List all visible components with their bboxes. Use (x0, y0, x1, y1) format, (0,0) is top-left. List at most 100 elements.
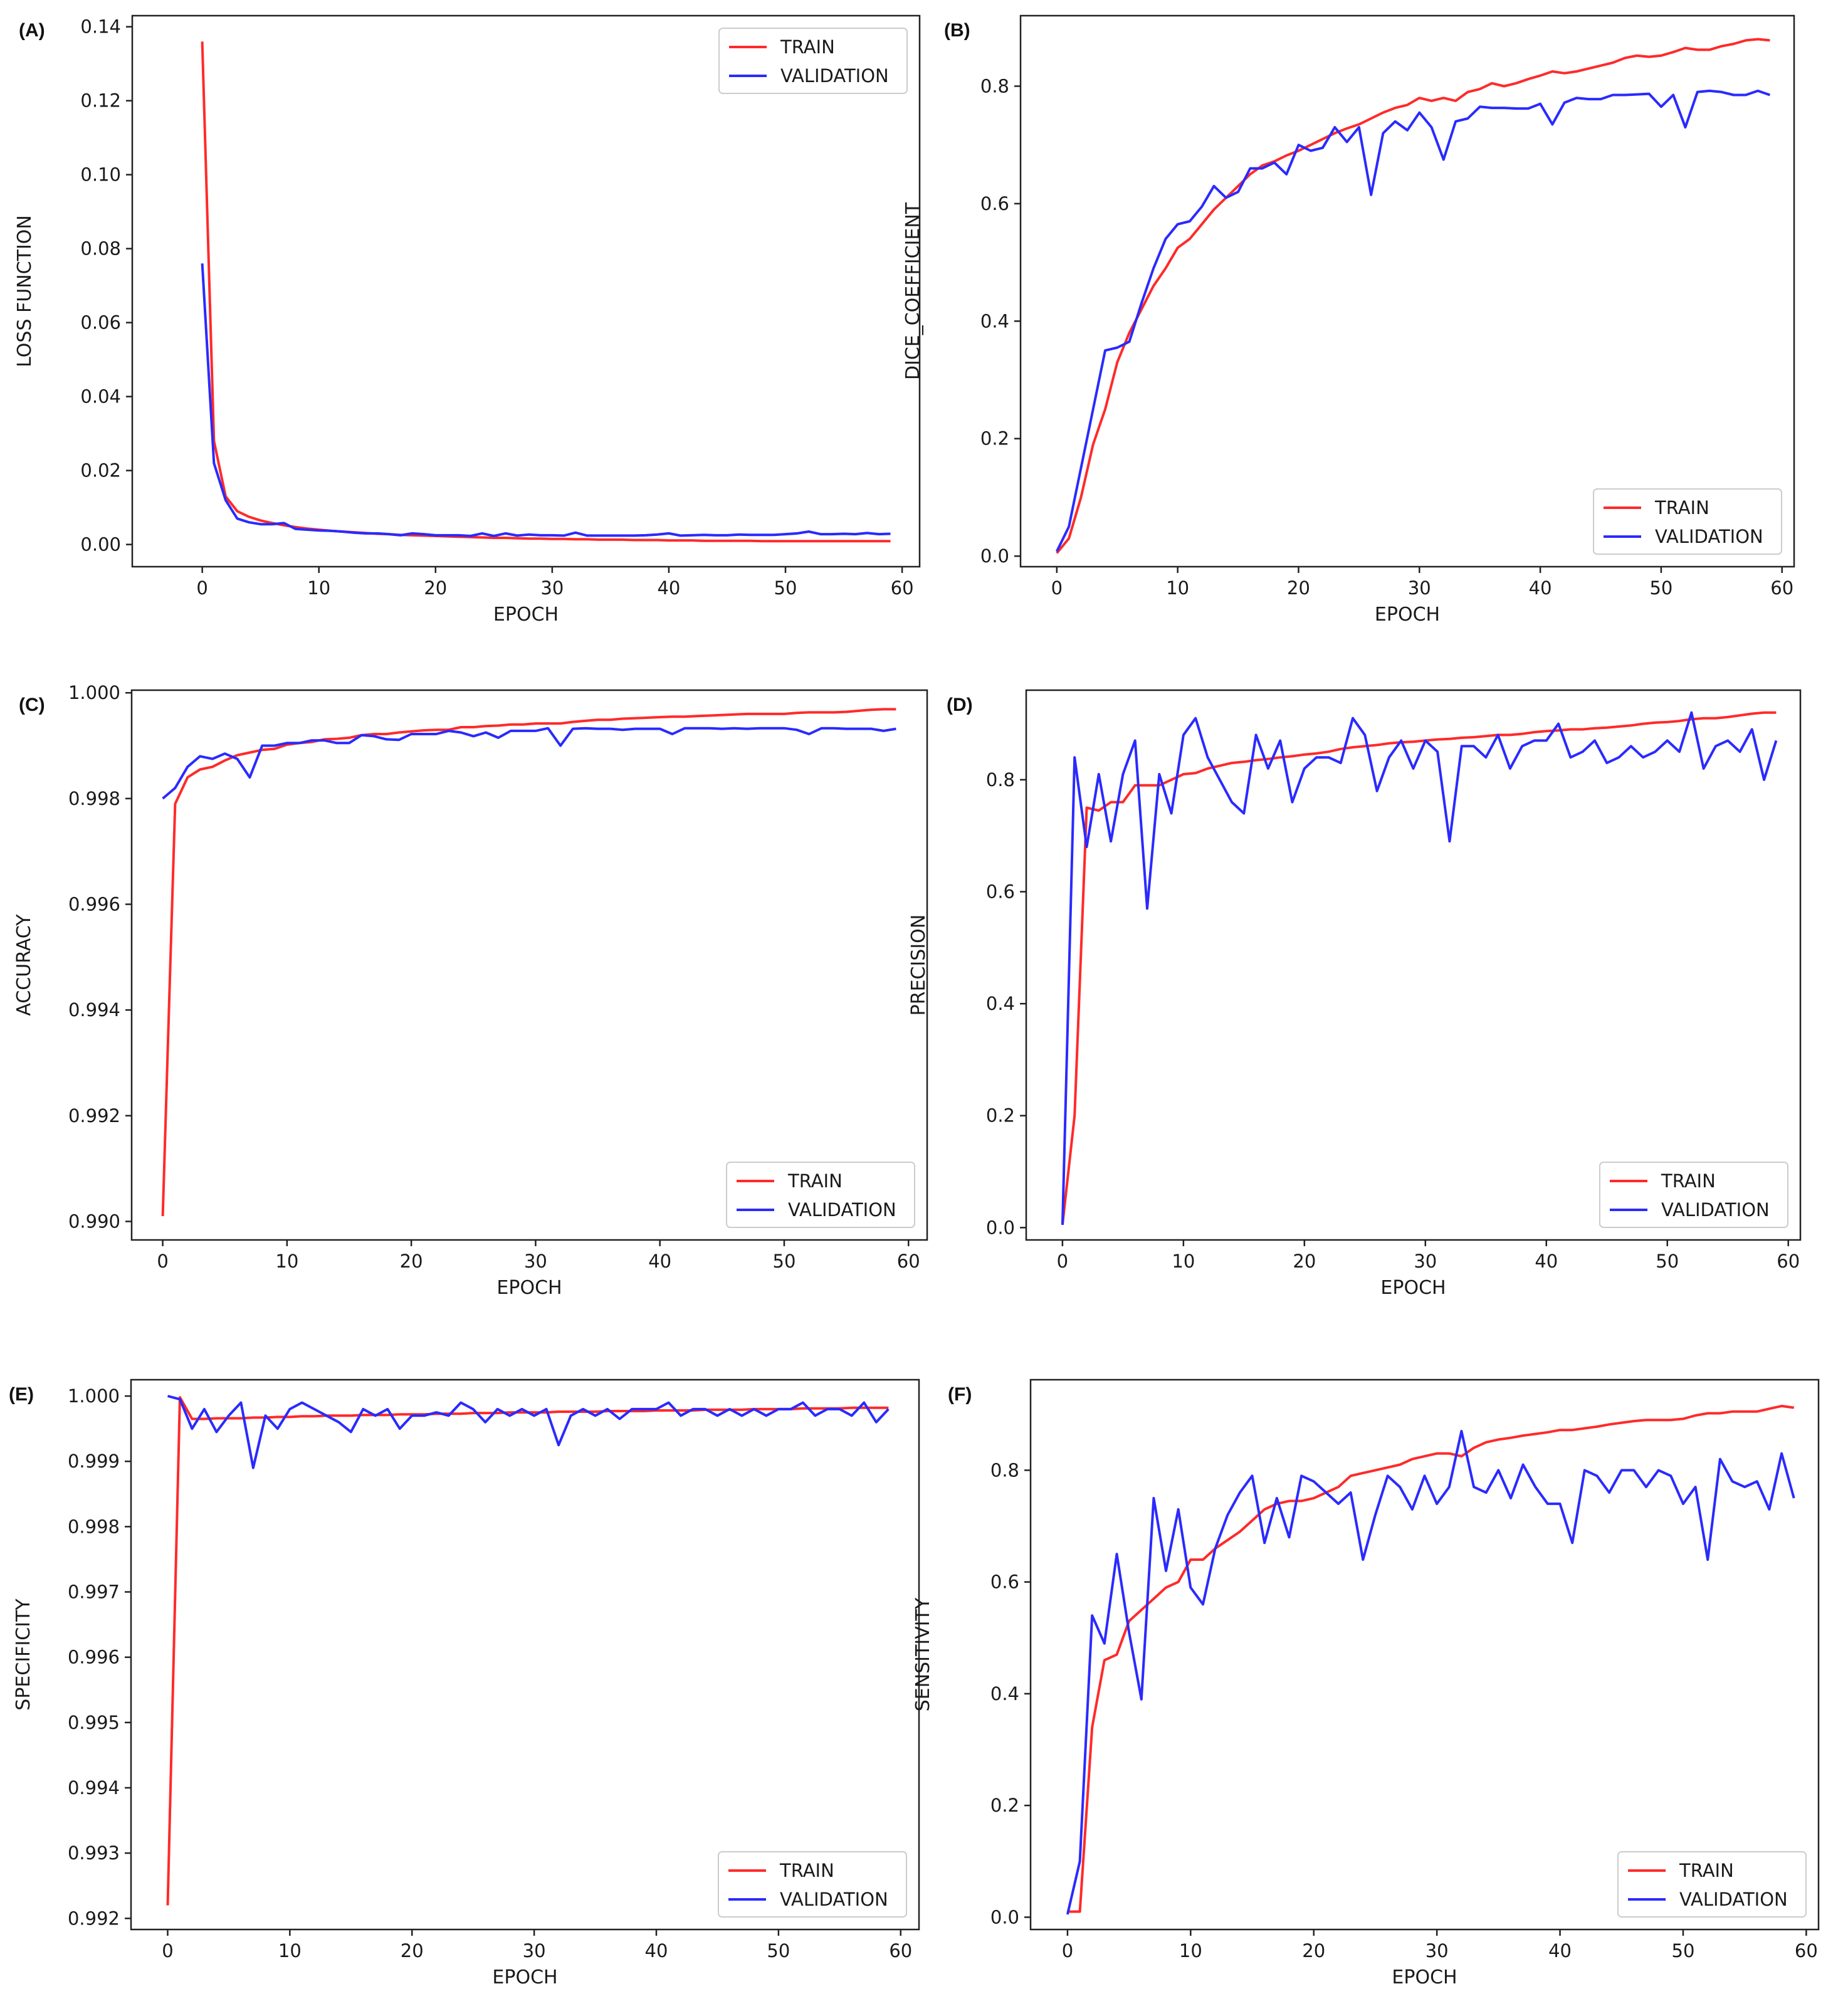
x-tick-label: 60 (891, 577, 914, 599)
x-tick-label: 30 (1414, 1251, 1437, 1272)
x-tick-label: 50 (767, 1940, 790, 1961)
series-line-validation (167, 1395, 890, 1469)
x-tick-label: 50 (1649, 577, 1672, 599)
x-tick-label: 50 (1656, 1251, 1679, 1272)
y-tick-label: 0.996 (68, 894, 120, 915)
x-tick-label: 10 (1166, 577, 1189, 599)
plot-frame (131, 14, 921, 568)
y-tick-label: 0.992 (68, 1105, 120, 1126)
x-axis-label: EPOCH (1380, 1277, 1446, 1299)
x-tick-label: 0 (1057, 1251, 1068, 1272)
series-line-train (1067, 1404, 1794, 1913)
panel-label: (D) (947, 695, 973, 715)
legend-label-train: TRAIN (787, 1170, 843, 1192)
x-axis-label: EPOCH (492, 1966, 557, 1988)
x-tick-label: 40 (1548, 1940, 1572, 1961)
series-line-validation (201, 263, 891, 537)
y-tick-label: 0.994 (68, 1777, 120, 1798)
series-line-train (1061, 711, 1777, 1226)
legend-label-validation: VALIDATION (780, 1889, 888, 1910)
y-tick-label: 0.997 (68, 1582, 120, 1603)
series-line-train (166, 1396, 889, 1906)
panel-B: (B) 0 10 20 30 40 50 60 0.0 0.2 0.4 0.6 0.8 EPOCH DICE… (902, 14, 1795, 626)
y-tick-label: 0.4 (990, 1683, 1019, 1704)
x-tick-label: 20 (1293, 1251, 1316, 1272)
series-line-train (1056, 38, 1770, 554)
legend: TRAIN VALIDATION (726, 1162, 915, 1228)
y-tick-label: 0.992 (68, 1908, 120, 1929)
y-tick-label: 1.000 (68, 1385, 120, 1407)
y-tick-label: 0.8 (980, 75, 1009, 97)
y-tick-label: 0.993 (68, 1842, 120, 1864)
x-tick-label: 20 (1287, 577, 1310, 599)
x-tick-label: 60 (1795, 1940, 1818, 1961)
legend-label-validation: VALIDATION (780, 65, 889, 87)
y-tick-label: 0.8 (990, 1459, 1019, 1481)
y-tick-label: 0.12 (80, 90, 121, 112)
legend-label-validation: VALIDATION (1679, 1889, 1788, 1910)
x-tick-label: 30 (1426, 1940, 1449, 1961)
legend-label-train: TRAIN (779, 1860, 834, 1881)
y-tick-label: 0.4 (980, 310, 1009, 332)
x-tick-label: 10 (307, 577, 330, 599)
y-tick-label: 0.6 (986, 881, 1015, 903)
x-tick-label: 20 (1302, 1940, 1325, 1961)
y-tick-label: 0.996 (68, 1647, 120, 1668)
x-tick-label: 60 (897, 1251, 920, 1272)
x-tick-label: 60 (1777, 1251, 1800, 1272)
y-tick-label: 0.0 (990, 1906, 1019, 1928)
x-tick-label: 40 (645, 1940, 668, 1961)
y-tick-label: 0.995 (68, 1712, 120, 1733)
x-tick-label: 40 (1529, 577, 1552, 599)
y-tick-label: 0.00 (80, 534, 121, 555)
x-axis-label: EPOCH (1375, 604, 1440, 626)
y-tick-label: 0.8 (986, 769, 1015, 790)
legend-label-train: TRAIN (1679, 1860, 1734, 1881)
panel-label: (A) (19, 20, 45, 41)
x-tick-label: 0 (1051, 577, 1063, 599)
x-tick-label: 30 (1408, 577, 1431, 599)
series-line-validation (1061, 711, 1778, 1225)
x-tick-label: 0 (162, 1940, 173, 1961)
series-line-validation (1066, 1430, 1795, 1915)
series-line-train (161, 708, 896, 1217)
x-tick-label: 20 (400, 1251, 423, 1272)
panel-A: (A) 0 10 20 30 40 50 60 0.00 0.02 0.04 0.06 0.08 0.10… (14, 14, 921, 626)
y-tick-label: 0.990 (68, 1210, 120, 1232)
legend-label-validation: VALIDATION (788, 1199, 896, 1221)
x-tick-label: 10 (278, 1940, 302, 1961)
x-tick-label: 20 (401, 1940, 424, 1961)
x-tick-label: 30 (524, 1251, 547, 1272)
y-tick-label: 0.0 (986, 1217, 1015, 1238)
plot-frame (130, 1378, 920, 1931)
x-tick-label: 40 (648, 1251, 671, 1272)
legend-label-train: TRAIN (1661, 1170, 1716, 1192)
y-tick-label: 0.14 (80, 16, 121, 38)
legend-label-train: TRAIN (780, 36, 835, 58)
y-tick-label: 0.08 (80, 238, 121, 260)
panel-E: (E) 0 10 20 30 40 50 60 0.992 0.993 0.994 0.995 0.99… (9, 1378, 920, 1988)
y-axis-label: LOSS FUNCTION (14, 215, 36, 367)
y-axis-label: SENSITIVITY (912, 1597, 934, 1711)
y-axis-label: SPECIFICITY (13, 1599, 34, 1711)
series-line-validation (1056, 89, 1771, 552)
plot-frame (1019, 14, 1795, 568)
plot-frame (1025, 689, 1802, 1241)
y-tick-label: 0.998 (68, 1516, 120, 1537)
y-tick-label: 0.6 (990, 1572, 1019, 1593)
x-axis-label: EPOCH (493, 604, 559, 626)
x-tick-label: 30 (540, 577, 564, 599)
panel-C: (C) 0 10 20 30 40 50 60 0.990 0.992 0.994 0.996 0.99… (13, 682, 928, 1299)
y-tick-label: 1.000 (68, 682, 120, 703)
y-tick-label: 0.10 (80, 164, 121, 186)
x-axis-label: EPOCH (1392, 1966, 1457, 1988)
y-tick-label: 0.0 (980, 545, 1009, 567)
y-tick-label: 0.6 (980, 193, 1009, 214)
legend: TRAIN VALIDATION (1593, 488, 1782, 555)
series-line-train (201, 41, 891, 543)
y-axis-label: DICE_COEFFICIENT (902, 202, 924, 380)
y-tick-label: 0.999 (68, 1451, 120, 1472)
y-axis-label: ACCURACY (13, 914, 35, 1016)
x-tick-label: 50 (773, 1251, 796, 1272)
legend: TRAIN VALIDATION (718, 1851, 907, 1918)
